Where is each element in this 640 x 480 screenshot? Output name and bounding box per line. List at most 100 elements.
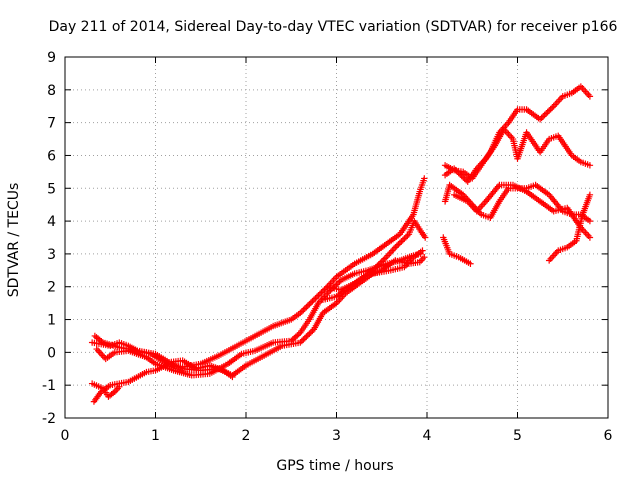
data-point: [453, 168, 461, 175]
data-point: [307, 299, 315, 306]
data-point: [421, 234, 429, 241]
y-tick-label: -2: [42, 411, 56, 427]
y-tick-label: 1: [47, 313, 56, 329]
y-tick-label: 5: [47, 181, 56, 197]
y-tick-label: 2: [47, 280, 56, 296]
data-point: [544, 108, 551, 116]
series-trace-4: [88, 380, 123, 400]
data-point: [297, 339, 304, 346]
series-trace-13: [545, 191, 594, 264]
data-point: [548, 104, 556, 111]
data-point: [398, 238, 405, 245]
data-point: [300, 336, 307, 343]
x-tick-label: 3: [332, 428, 341, 444]
x-tick-label: 2: [242, 428, 251, 444]
data-point: [289, 336, 296, 343]
data-point: [458, 172, 465, 180]
data-point: [300, 306, 307, 314]
data-point: [325, 288, 333, 296]
y-tick-label: 6: [47, 148, 56, 164]
data-point: [460, 174, 467, 181]
data-point: [377, 259, 384, 267]
data-point: [316, 290, 324, 298]
y-tick-label: 7: [47, 116, 56, 132]
data-point: [309, 298, 316, 305]
data-point: [401, 235, 408, 242]
data-layer: [88, 83, 594, 405]
y-axis-label: SDTVAR / TECUs: [6, 183, 22, 298]
data-point: [421, 175, 428, 182]
data-point: [393, 242, 401, 250]
data-point: [318, 289, 325, 296]
data-point: [321, 286, 328, 293]
data-point: [456, 171, 464, 178]
data-point: [586, 234, 594, 241]
data-point: [547, 105, 554, 113]
data-point: [396, 239, 404, 247]
data-point: [539, 113, 547, 120]
grid: [65, 57, 608, 418]
data-point: [586, 162, 594, 169]
data-point: [303, 303, 310, 311]
data-point: [292, 333, 299, 340]
data-point: [392, 244, 399, 251]
data-point: [298, 308, 306, 315]
data-point: [304, 332, 312, 339]
data-point: [378, 258, 385, 265]
data-point: [452, 166, 459, 174]
series-trace-5: [88, 339, 236, 381]
data-point: [229, 373, 236, 381]
y-tick-label: 0: [47, 345, 56, 361]
data-point: [419, 247, 426, 254]
data-point: [288, 337, 295, 345]
data-point: [374, 262, 381, 270]
data-point: [322, 284, 330, 292]
x-tick-label: 6: [604, 428, 613, 444]
data-point: [586, 217, 594, 225]
data-point: [402, 233, 410, 241]
chart-title: Day 211 of 2014, Sidereal Day-to-day VTE…: [49, 19, 618, 35]
data-point: [297, 309, 304, 317]
data-point: [301, 305, 309, 312]
data-point: [586, 191, 594, 199]
series-trace-8: [440, 234, 474, 267]
tick-labels: 0 1 2 3 4 5 6 -2 -1 0 1 2 3 4 5 6 7 8 9: [42, 50, 613, 444]
data-point: [312, 295, 319, 302]
x-tick-label: 1: [151, 428, 160, 444]
data-point: [334, 279, 342, 287]
data-point: [541, 111, 548, 119]
data-point: [542, 110, 550, 117]
data-point: [395, 241, 402, 248]
data-point: [417, 250, 424, 258]
data-point: [309, 327, 316, 335]
y-tick-label: -1: [42, 378, 56, 394]
data-point: [450, 165, 458, 172]
series-trace-12: [450, 181, 594, 241]
data-point: [375, 261, 382, 268]
data-point: [295, 330, 302, 338]
data-point: [306, 301, 313, 308]
data-point: [310, 296, 318, 304]
y-tick-label: 8: [47, 83, 56, 99]
data-point: [404, 232, 411, 239]
data-point: [586, 93, 594, 100]
data-point: [324, 290, 331, 297]
data-point: [536, 116, 544, 123]
y-tick-label: 9: [47, 50, 56, 66]
y-tick-label: 4: [47, 214, 56, 230]
data-point: [304, 302, 312, 309]
data-point: [399, 236, 407, 244]
data-point: [336, 278, 343, 285]
x-tick-label: 4: [423, 428, 432, 444]
data-point: [461, 175, 468, 182]
data-point: [313, 293, 321, 301]
data-point: [467, 260, 474, 267]
data-point: [303, 333, 310, 340]
data-point: [301, 334, 309, 342]
data-point: [306, 330, 313, 337]
data-point: [294, 332, 301, 339]
x-tick-label: 5: [513, 428, 522, 444]
data-point: [315, 292, 322, 299]
